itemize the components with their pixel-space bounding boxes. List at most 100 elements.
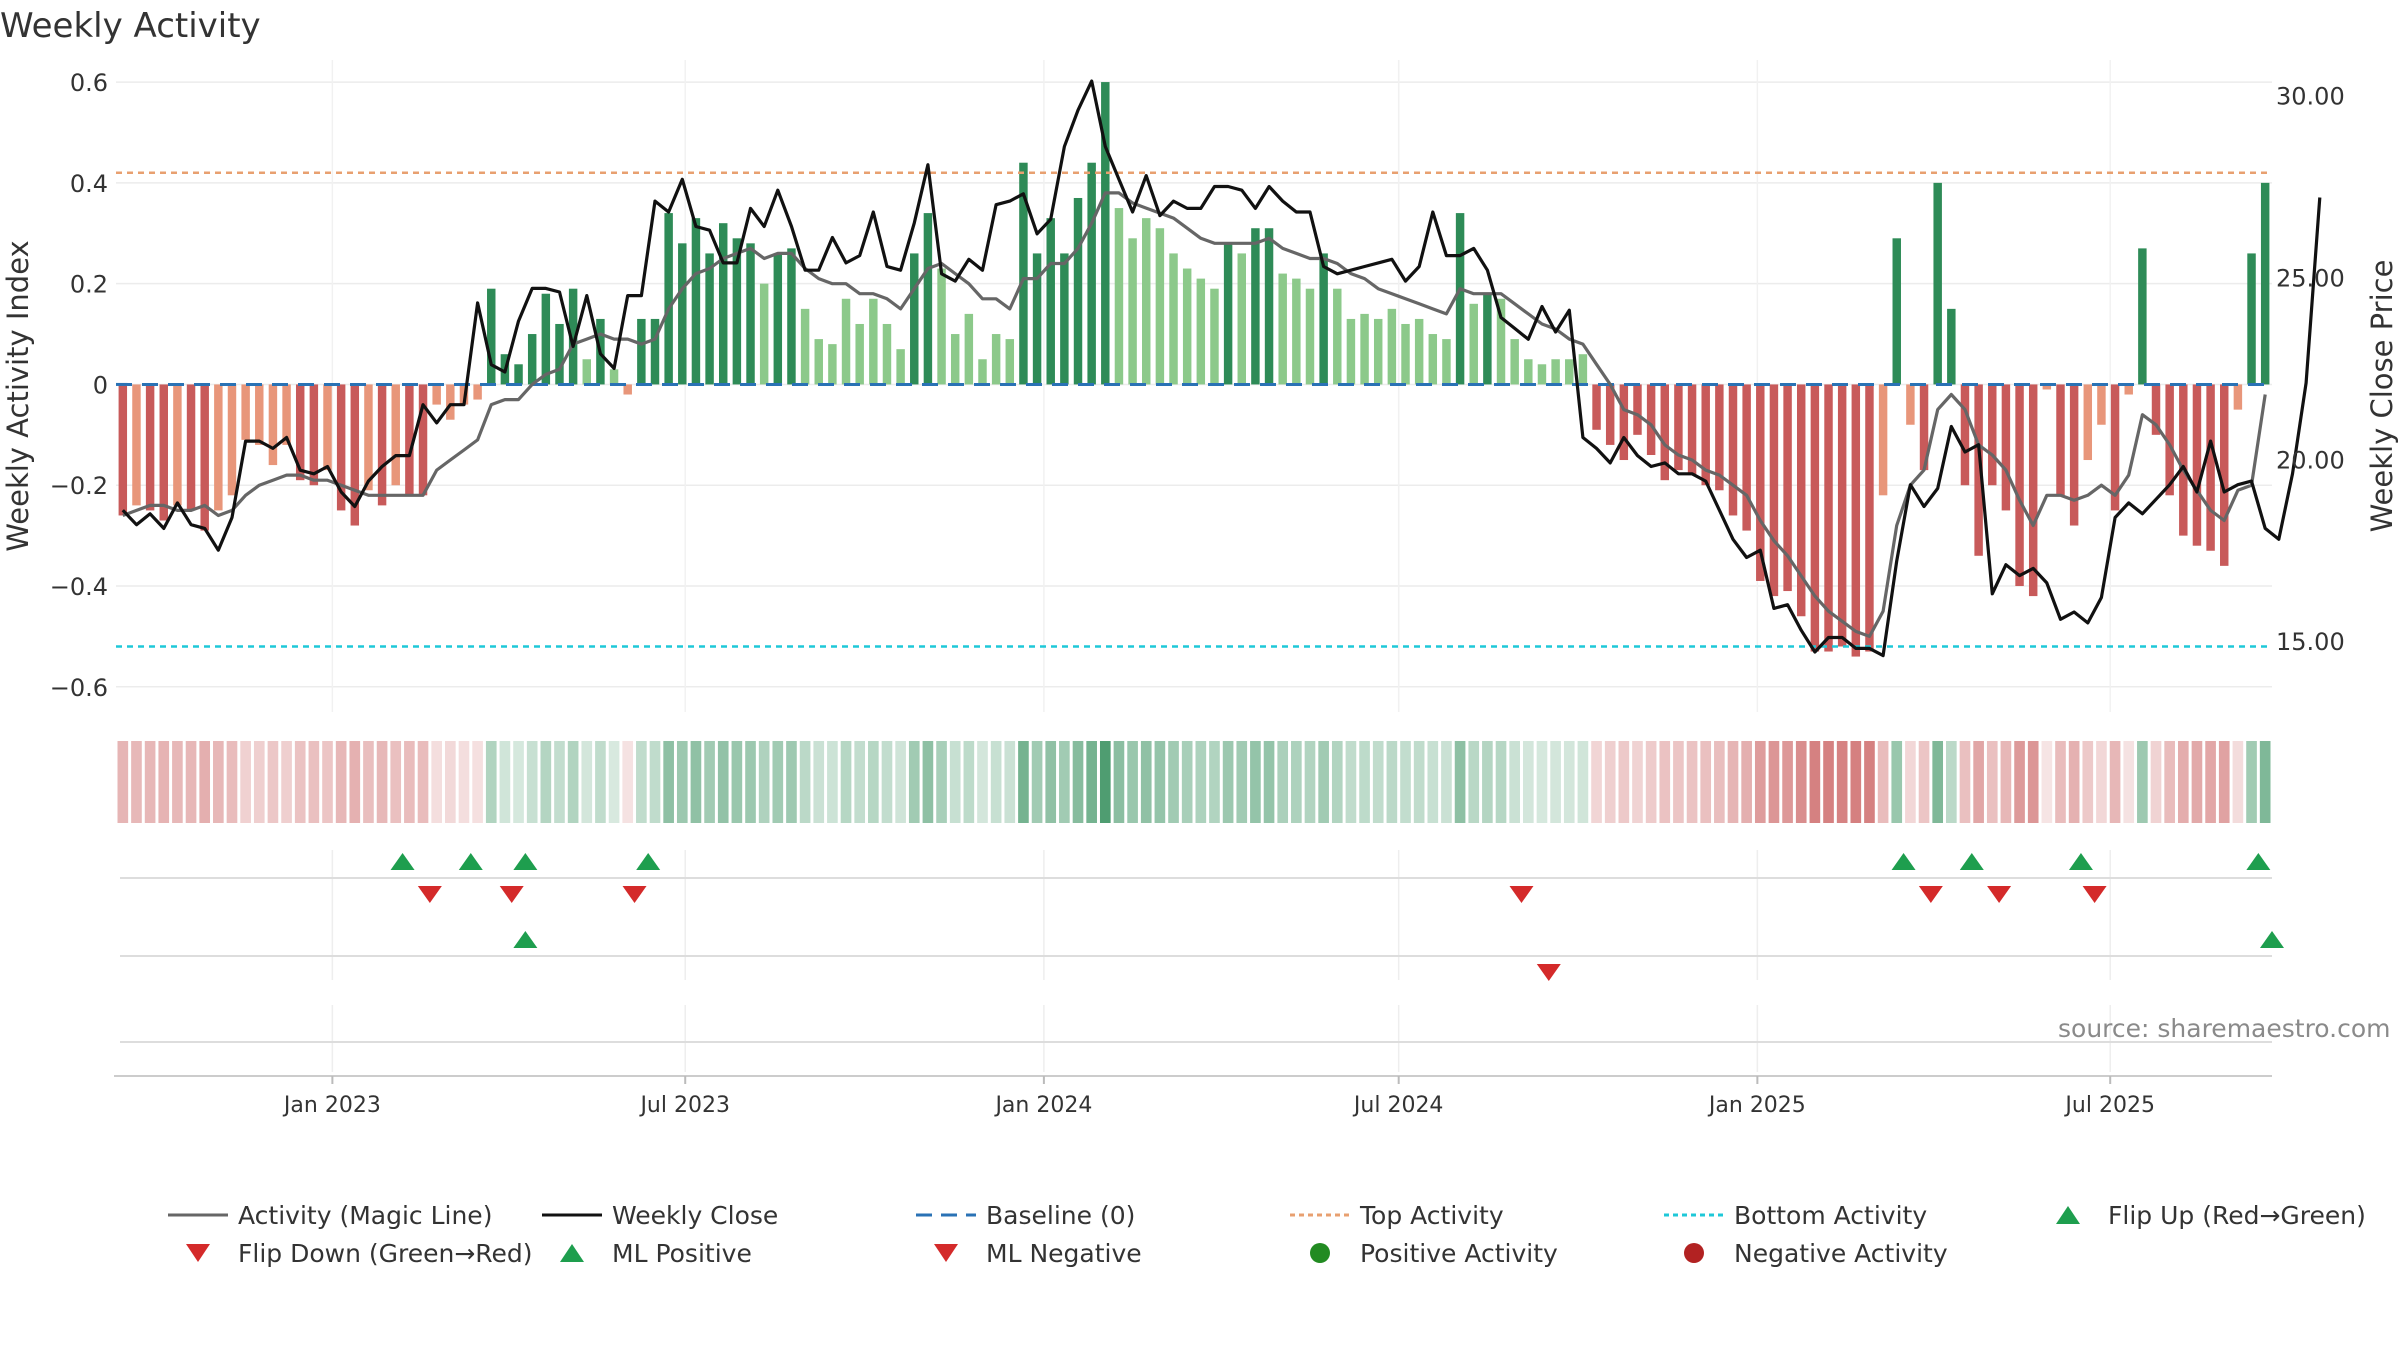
ribbon-cell: [335, 741, 347, 823]
ribbon-cell: [1754, 741, 1766, 823]
ribbon-cell: [2164, 741, 2175, 823]
ribbon-cell: [1045, 741, 1057, 823]
triangle-up-icon: [2036, 1200, 2100, 1230]
ribbon-cell: [1018, 741, 1029, 823]
ribbon-cell: [499, 741, 511, 823]
activity-bar: [1796, 384, 1806, 617]
activity-bar: [1715, 384, 1724, 491]
activity-bar: [1196, 278, 1206, 385]
ribbon-cell: [1905, 741, 1916, 823]
x-tick-label: Jan 2025: [1707, 1093, 1806, 1118]
activity-bar: [1401, 323, 1410, 385]
ribbon-cell: [2150, 741, 2162, 823]
ribbon-cell: [294, 741, 306, 823]
activity-bar: [323, 384, 332, 471]
flip-down-marker: [417, 886, 442, 903]
activity-bar: [1592, 384, 1601, 430]
ribbon-cell: [1195, 741, 1207, 823]
y2-tick-label: 30.00: [2276, 83, 2345, 111]
ribbon-cell: [1086, 741, 1097, 823]
activity-bar: [1605, 384, 1615, 445]
circle-icon: [1662, 1238, 1726, 1268]
activity-bar: [732, 238, 742, 385]
activity-bar: [1783, 384, 1792, 592]
activity-bar: [1469, 303, 1478, 385]
ribbon-cell: [1059, 741, 1070, 823]
ribbon-cell: [758, 741, 770, 823]
activity-bar: [2247, 253, 2256, 385]
ribbon-cell: [2014, 741, 2025, 823]
ribbon-cell: [1577, 741, 1589, 823]
activity-bar: [991, 334, 1001, 385]
ribbon-cell: [513, 741, 524, 823]
ribbon-cell: [226, 741, 238, 823]
activity-bar: [541, 293, 551, 385]
ribbon-cell: [1154, 741, 1166, 823]
ribbon-cell: [622, 741, 634, 823]
activity-bar: [1769, 384, 1779, 597]
flip-up-marker: [390, 853, 415, 870]
y2-tick-label: 20.00: [2276, 446, 2345, 474]
ribbon-cell: [2096, 741, 2107, 823]
ribbon-cell: [676, 741, 688, 823]
y-tick-label: −0.6: [50, 674, 108, 702]
weekly-close-line: [121, 79, 2322, 658]
activity-bar: [896, 349, 905, 385]
flip-down-marker: [2082, 886, 2107, 903]
ribbon-cell: [1823, 741, 1834, 823]
activity-bar: [937, 268, 946, 385]
legend-item-bottom-activity: Bottom Activity: [1662, 1200, 1927, 1230]
activity-bar: [1565, 359, 1574, 385]
ribbon-cell: [485, 741, 497, 823]
ribbon-cell: [2259, 741, 2271, 823]
ribbon-cell: [2123, 741, 2135, 823]
ribbon-cell: [1304, 741, 1316, 823]
activity-bar: [869, 298, 878, 385]
ribbon-cell: [2218, 741, 2230, 823]
ribbon-cell: [799, 741, 811, 823]
activity-bar: [1087, 162, 1096, 385]
activity-bar: [1701, 384, 1710, 486]
ribbon-cell: [663, 741, 674, 823]
ribbon-cell: [1372, 741, 1384, 823]
flip-down-marker: [622, 886, 647, 903]
activity-bar: [1292, 278, 1301, 385]
ribbon-cell: [1550, 741, 1561, 823]
activity-bar: [2124, 384, 2133, 395]
activity-bar: [1660, 384, 1670, 481]
activity-bar: [1837, 384, 1847, 647]
ribbon-cell: [704, 741, 715, 823]
line-icon: [540, 1200, 604, 1230]
activity-bar: [828, 344, 837, 385]
ribbon-cell: [2068, 741, 2080, 823]
activity-bar: [514, 364, 523, 385]
ribbon-cell: [731, 741, 743, 823]
ribbon-cell: [144, 741, 156, 823]
activity-bar: [1060, 253, 1069, 385]
ribbon-cell: [1591, 741, 1602, 823]
activity-bar: [841, 298, 851, 385]
ribbon-cell: [1632, 741, 1643, 823]
activity-bar: [1906, 384, 1915, 425]
legend-label: Weekly Close: [612, 1200, 779, 1230]
activity-bar: [1101, 82, 1110, 385]
activity-bar: [1264, 228, 1274, 385]
ribbon-cell: [472, 741, 483, 823]
axes: −0.6 −0.4 −0.2 0 0.2 0.4 0.6 15.00 20.00 25.00 30.…: [1, 69, 2399, 1118]
legend-label: Negative Activity: [1734, 1238, 1948, 1268]
reference-lines: [116, 171, 2272, 648]
y-tick-label: 0.4: [70, 170, 108, 198]
ribbon-cell: [908, 741, 920, 823]
activity-bar: [1182, 268, 1192, 385]
x-tick-label: Jul 2024: [1352, 1093, 1444, 1118]
ribbon-cell: [567, 741, 579, 823]
activity-bar: [432, 384, 441, 405]
activity-bar: [350, 384, 360, 526]
activity-bar: [1251, 228, 1260, 385]
ribbon-cell: [1959, 741, 1971, 823]
ribbon-cell: [1509, 741, 1520, 823]
ribbon-cell: [1454, 741, 1466, 823]
activity-bar: [2192, 384, 2202, 546]
activity-bar: [787, 248, 796, 385]
